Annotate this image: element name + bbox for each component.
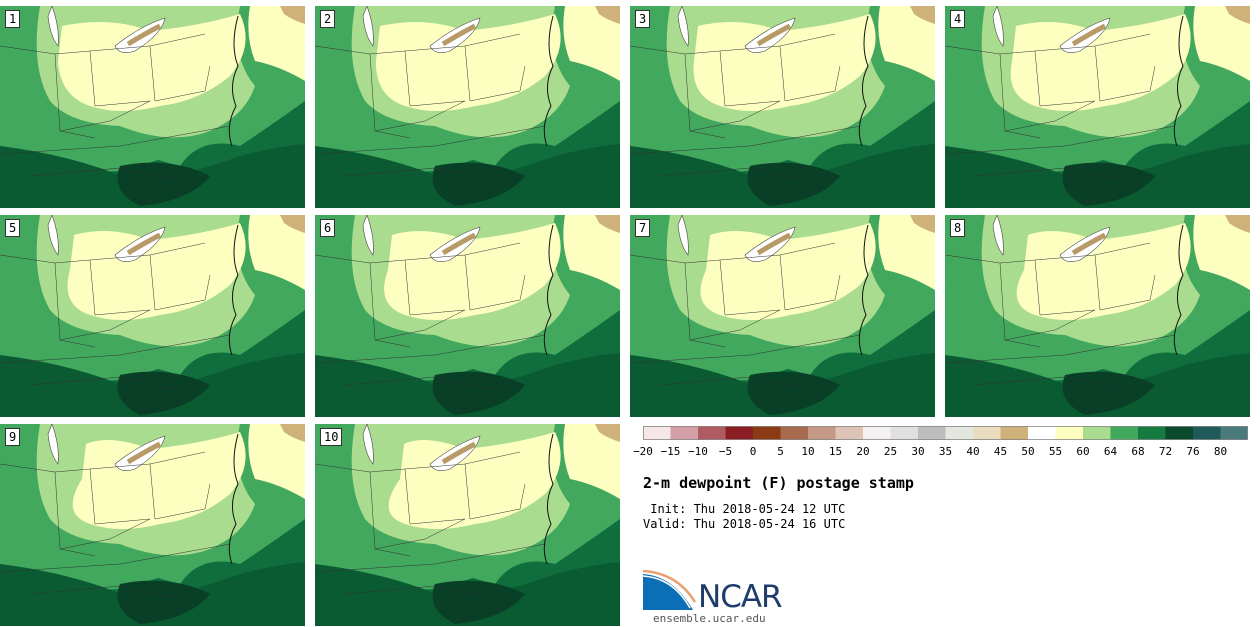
colorbar-segment [698,426,726,440]
colorbar-segment [1000,426,1029,440]
colorbar-segment [780,426,809,440]
colorbar-tick-label: 30 [911,445,925,458]
colorbar-tick-label: 15 [828,445,843,458]
ensemble-member-map: 10 [315,424,620,626]
member-number-label: 2 [320,10,336,28]
colorbar-segment [1165,426,1194,440]
ensemble-member-map: 6 [315,215,620,417]
colorbar-segment [1055,426,1084,440]
colorbar-tick-label: 64 [1103,445,1118,458]
colorbar-tick-label: −20 [633,445,653,458]
colorbar-segment [918,426,946,440]
member-number-label: 10 [320,428,343,446]
colorbar-segment [670,426,699,440]
ensemble-member-map: 7 [630,215,935,417]
colorbar-segment [1083,426,1111,440]
valid-time: Valid: Thu 2018-05-24 16 UTC [643,517,846,531]
ensemble-member-map: 2 [315,6,620,208]
colorbar-segment [1028,426,1056,440]
dewpoint-colorbar [643,426,1248,440]
colorbar-segment [643,426,671,440]
colorbar-tick-label: 45 [993,445,1008,458]
colorbar-segment [725,426,754,440]
ensemble-member-map: 9 [0,424,305,626]
colorbar-tick-label: 5 [777,445,784,458]
colorbar-tick-label: −10 [688,445,708,458]
colorbar-segment [1110,426,1139,440]
init-time: Init: Thu 2018-05-24 12 UTC [643,502,846,516]
colorbar-segment [890,426,919,440]
colorbar-segment [1193,426,1221,440]
colorbar-segment [1138,426,1166,440]
member-number-label: 6 [320,219,336,237]
colorbar-tick-label: 25 [883,445,898,458]
ensemble-member-map: 3 [630,6,935,208]
ncar-logo-text: NCAR [698,579,783,615]
ncar-logo-icon [643,570,697,610]
member-number-label: 7 [635,219,651,237]
plot-title: 2-m dewpoint (F) postage stamp [643,474,914,492]
colorbar-segment [863,426,891,440]
ensemble-member-map: 8 [945,215,1250,417]
colorbar-tick-label: 72 [1158,445,1173,458]
member-number-label: 4 [950,10,966,28]
colorbar-segment [1220,426,1248,440]
site-url: ensemble.ucar.edu [653,612,766,625]
ensemble-member-map: 5 [0,215,305,417]
member-number-label: 1 [5,10,21,28]
colorbar-segment [808,426,836,440]
colorbar-tick-label: 68 [1131,445,1145,458]
member-number-label: 3 [635,10,651,28]
colorbar-tick-label: 35 [938,445,953,458]
member-number-label: 8 [950,219,966,237]
colorbar-tick-label: 20 [856,445,870,458]
member-number-label: 9 [5,428,21,446]
colorbar-tick-label: 60 [1076,445,1090,458]
colorbar-segment [753,426,781,440]
colorbar-tick-label: 76 [1186,445,1200,458]
ensemble-member-map: 1 [0,6,305,208]
colorbar-segment [945,426,974,440]
colorbar-tick-label: 80 [1213,445,1228,458]
colorbar-tick-label: 0 [749,445,757,458]
colorbar-tick-label: 40 [966,445,980,458]
colorbar-tick-label: −5 [718,445,733,458]
ensemble-member-map: 4 [945,6,1250,208]
colorbar-tick-label: 10 [801,445,815,458]
colorbar-segment [835,426,864,440]
colorbar-tick-label: 50 [1021,445,1035,458]
colorbar-segment [973,426,1001,440]
member-number-label: 5 [5,219,21,237]
colorbar-tick-label: −15 [660,445,681,458]
colorbar-tick-label: 55 [1048,445,1063,458]
